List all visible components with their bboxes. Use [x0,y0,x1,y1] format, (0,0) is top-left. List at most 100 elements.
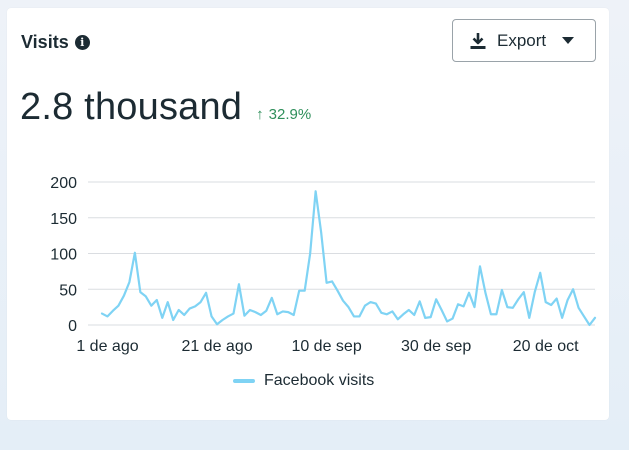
data-point[interactable] [471,304,477,310]
y-tick-label: 0 [68,318,77,335]
data-point[interactable] [137,289,143,295]
data-point[interactable] [515,296,521,302]
data-point[interactable] [499,287,505,293]
data-point[interactable] [554,296,560,302]
data-point[interactable] [192,303,198,309]
data-point[interactable] [378,310,384,316]
data-point[interactable] [461,303,467,309]
data-point[interactable] [269,295,275,301]
total-visits-value: 2.8 thousand [20,86,243,128]
data-point[interactable] [537,270,543,276]
data-point[interactable] [526,315,532,321]
data-point[interactable] [362,303,368,309]
data-point[interactable] [532,289,538,295]
data-point[interactable] [439,307,445,313]
data-point[interactable] [143,293,149,299]
data-point[interactable] [214,321,220,327]
data-point[interactable] [230,311,236,317]
data-point[interactable] [466,290,472,296]
data-point[interactable] [209,313,215,319]
data-point[interactable] [187,306,193,312]
data-point[interactable] [181,312,187,318]
data-point[interactable] [488,311,494,317]
data-point[interactable] [335,288,341,294]
data-point[interactable] [565,297,571,303]
data-point[interactable] [263,308,269,314]
data-point[interactable] [450,316,456,322]
data-point[interactable] [302,288,308,294]
data-point[interactable] [504,304,510,310]
data-point[interactable] [307,251,313,257]
data-point[interactable] [329,278,335,284]
data-point[interactable] [121,293,127,299]
data-point[interactable] [99,311,105,317]
export-button[interactable]: Export [452,19,596,62]
visits-card [7,8,609,420]
data-point[interactable] [592,315,598,321]
data-point[interactable] [384,311,390,317]
data-point[interactable] [389,308,395,314]
data-point[interactable] [274,311,280,317]
data-point[interactable] [351,313,357,319]
data-point[interactable] [291,312,297,318]
data-point[interactable] [543,299,549,305]
data-point[interactable] [247,307,253,313]
data-point[interactable] [236,281,242,287]
data-point[interactable] [258,312,264,318]
data-point[interactable] [493,311,499,317]
data-point[interactable] [570,286,576,292]
legend-swatch [233,379,255,383]
data-point[interactable] [126,279,132,285]
data-point[interactable] [400,311,406,317]
data-point[interactable] [587,322,593,328]
data-point[interactable] [220,317,226,323]
data-point[interactable] [559,315,565,321]
data-point[interactable] [170,317,176,323]
data-point[interactable] [406,307,412,313]
data-point[interactable] [346,304,352,310]
data-point[interactable] [148,303,154,309]
data-point[interactable] [417,298,423,304]
data-point[interactable] [165,299,171,305]
data-point[interactable] [576,305,582,311]
data-point[interactable] [455,301,461,307]
data-point[interactable] [203,290,209,296]
data-point[interactable] [373,301,379,307]
data-point[interactable] [252,309,258,315]
data-point[interactable] [280,308,286,314]
data-point[interactable] [581,313,587,319]
data-point[interactable] [433,296,439,302]
data-point[interactable] [154,297,160,303]
data-point[interactable] [225,313,231,319]
data-point[interactable] [104,313,110,319]
data-point[interactable] [313,188,319,194]
data-point[interactable] [340,298,346,304]
data-point[interactable] [110,308,116,314]
data-point[interactable] [356,313,362,319]
data-point[interactable] [411,312,417,318]
data-point[interactable] [132,250,138,256]
data-point[interactable] [477,263,483,269]
data-point[interactable] [324,280,330,286]
data-point[interactable] [285,309,291,315]
data-point[interactable] [159,315,165,321]
data-point[interactable] [444,318,450,324]
data-point[interactable] [367,299,373,305]
data-point[interactable] [422,315,428,321]
x-tick-label: 20 de oct [513,338,579,355]
x-tick-label: 10 de sep [291,338,361,355]
data-point[interactable] [296,288,302,294]
data-point[interactable] [318,229,324,235]
data-point[interactable] [428,314,434,320]
data-point[interactable] [510,305,516,311]
legend-label: Facebook visits [264,372,375,389]
data-point[interactable] [482,290,488,296]
data-point[interactable] [548,302,554,308]
data-point[interactable] [395,316,401,322]
data-point[interactable] [176,307,182,313]
info-icon[interactable]: i [74,34,90,50]
data-point[interactable] [241,313,247,319]
data-point[interactable] [521,289,527,295]
data-point[interactable] [115,303,121,309]
data-point[interactable] [198,299,204,305]
